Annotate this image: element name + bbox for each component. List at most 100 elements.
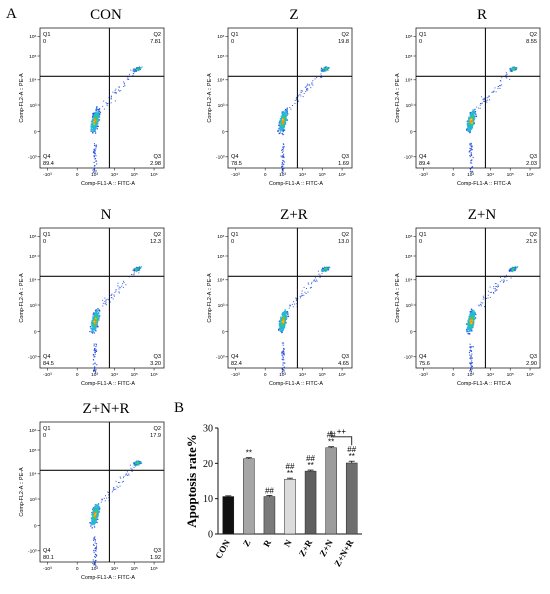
quadrant-q1-value: 0 [419, 239, 422, 245]
quadrant-q1-label: Q1 [419, 32, 426, 38]
flow-events [90, 66, 143, 174]
x-tick-label: 10³ [467, 172, 474, 178]
y-tick-label: 10⁵ [405, 254, 412, 260]
quadrant-q2-value: 8.55 [526, 39, 537, 45]
y-tick-label: 10⁵ [217, 254, 224, 260]
significance-mark: ** [287, 469, 293, 478]
significance-mark: ## [286, 462, 295, 471]
flow-panel-title: Z+N+R [83, 401, 130, 417]
x-tick-label: 10⁴ [111, 372, 118, 378]
quadrant-q1-value: 0 [43, 39, 46, 45]
y-tick-label: 10⁵ [29, 54, 36, 60]
quadrant-q2-value: 12.3 [150, 239, 161, 245]
flow-events [466, 66, 518, 173]
flow-plot-frame [227, 227, 353, 369]
x-tick-label: 0 [76, 172, 79, 178]
y-tick-label: 10³ [30, 303, 37, 309]
flow-plot-frame [415, 227, 541, 369]
x-tick-label: 10⁶ [526, 372, 533, 378]
flow-events [89, 460, 143, 567]
x-tick-label: 10⁵ [507, 172, 514, 178]
quadrant-q3-label: Q3 [154, 354, 161, 360]
flow-y-axis-label: Comp-FL2-A :: PE-A [207, 273, 213, 323]
y-tick-label: 0 [410, 129, 413, 135]
y-tick-label: 10⁵ [29, 254, 36, 260]
y-tick-label: 0 [34, 329, 37, 335]
y-tick-label: 0 [34, 523, 37, 529]
quadrant-q2-label: Q2 [154, 232, 161, 238]
quadrant-q2-label: Q2 [342, 32, 349, 38]
y-tick-label: 10⁶ [29, 428, 36, 434]
quadrant-q4-value: 80.1 [43, 555, 54, 561]
bar-z-n-r [345, 462, 358, 535]
x-tick-label: 10⁵ [131, 566, 138, 572]
quadrant-q2-label: Q2 [530, 232, 537, 238]
x-tick-label: -10³ [231, 172, 240, 178]
x-tick-label: 10⁶ [526, 172, 533, 178]
y-tick-label: 10 [203, 494, 213, 505]
quadrant-q3-label: Q3 [154, 154, 161, 160]
x-tick-label: -10³ [43, 172, 52, 178]
x-tick-label: 10⁶ [338, 372, 345, 378]
y-tick-label: -10³ [28, 355, 37, 361]
quadrant-q2-value: 13.0 [338, 239, 349, 245]
quadrant-q1-value: 0 [419, 39, 422, 45]
y-tick-label: 10³ [30, 103, 37, 109]
y-tick-label: -10³ [404, 155, 413, 161]
flow-plot-frame [39, 227, 165, 369]
quadrant-q3-label: Q3 [530, 354, 537, 360]
y-tick-label: 10³ [218, 303, 225, 309]
flow-panel-title: R [477, 7, 487, 23]
bar-y-axis-label: Apoptosis rate% [184, 434, 199, 528]
flow-x-axis-label: Comp-FL1-A :: FITC-A [269, 381, 323, 387]
quadrant-q3-label: Q3 [530, 154, 537, 160]
significance-mark: ** [307, 461, 313, 470]
x-tick-label: -10³ [419, 372, 428, 378]
quadrant-q1-label: Q1 [43, 32, 50, 38]
y-tick-label: 0 [222, 329, 225, 335]
quadrant-q1-label: Q1 [231, 232, 238, 238]
flow-events [89, 265, 142, 374]
flow-x-axis-label: Comp-FL1-A :: FITC-A [81, 381, 135, 387]
y-tick-label: 10⁴ [29, 278, 36, 284]
category-label: CON [213, 538, 232, 561]
y-tick-label: -10³ [28, 549, 37, 555]
quadrant-q3-value: 3.20 [150, 361, 161, 367]
y-tick-label: 10³ [218, 103, 225, 109]
quadrant-q4-label: Q4 [419, 154, 426, 160]
apoptosis-bar-chart: 0 10 20 30 Apoptosis rate% CON Z R N Z+R Z+NZ+N+R *… [184, 424, 362, 568]
quadrant-q1-value: 0 [231, 239, 234, 245]
x-tick-label: 10³ [91, 172, 98, 178]
flow-events [278, 266, 331, 374]
x-tick-label: 10⁶ [150, 372, 157, 378]
y-tick-label: 0 [410, 329, 413, 335]
x-tick-label: 10⁴ [487, 172, 494, 178]
y-tick-label: -10³ [404, 355, 413, 361]
quadrant-q4-label: Q4 [231, 154, 238, 160]
significance-mark: ## [306, 454, 315, 463]
y-tick-label: 10⁵ [29, 448, 36, 454]
quadrant-q1-value: 0 [43, 433, 46, 439]
quadrant-q4-label: Q4 [43, 548, 50, 554]
quadrant-q1-label: Q1 [419, 232, 426, 238]
x-tick-label: 0 [452, 172, 455, 178]
x-tick-label: 10⁵ [319, 172, 326, 178]
category-label: Z+N [317, 538, 335, 559]
y-tick-label: 0 [34, 129, 37, 135]
flow-y-axis-label: Comp-FL2-A :: PE-A [19, 73, 25, 123]
y-tick-label: 10⁴ [405, 278, 412, 284]
x-tick-label: 0 [264, 172, 267, 178]
quadrant-q3-value: 2.98 [150, 161, 161, 167]
y-tick-label: 10³ [30, 497, 37, 503]
quadrant-q2-value: 19.8 [338, 39, 349, 45]
bar-z [243, 458, 255, 535]
flow-x-axis-label: Comp-FL1-A :: FITC-A [457, 181, 511, 187]
y-tick-label: 10⁶ [405, 234, 412, 240]
quadrant-q2-value: 7.81 [150, 39, 161, 45]
quadrant-q3-value: 1.92 [150, 555, 161, 561]
quadrant-q1-value: 0 [43, 239, 46, 245]
x-tick-label: 0 [76, 566, 79, 572]
x-tick-label: 10⁶ [338, 172, 345, 178]
